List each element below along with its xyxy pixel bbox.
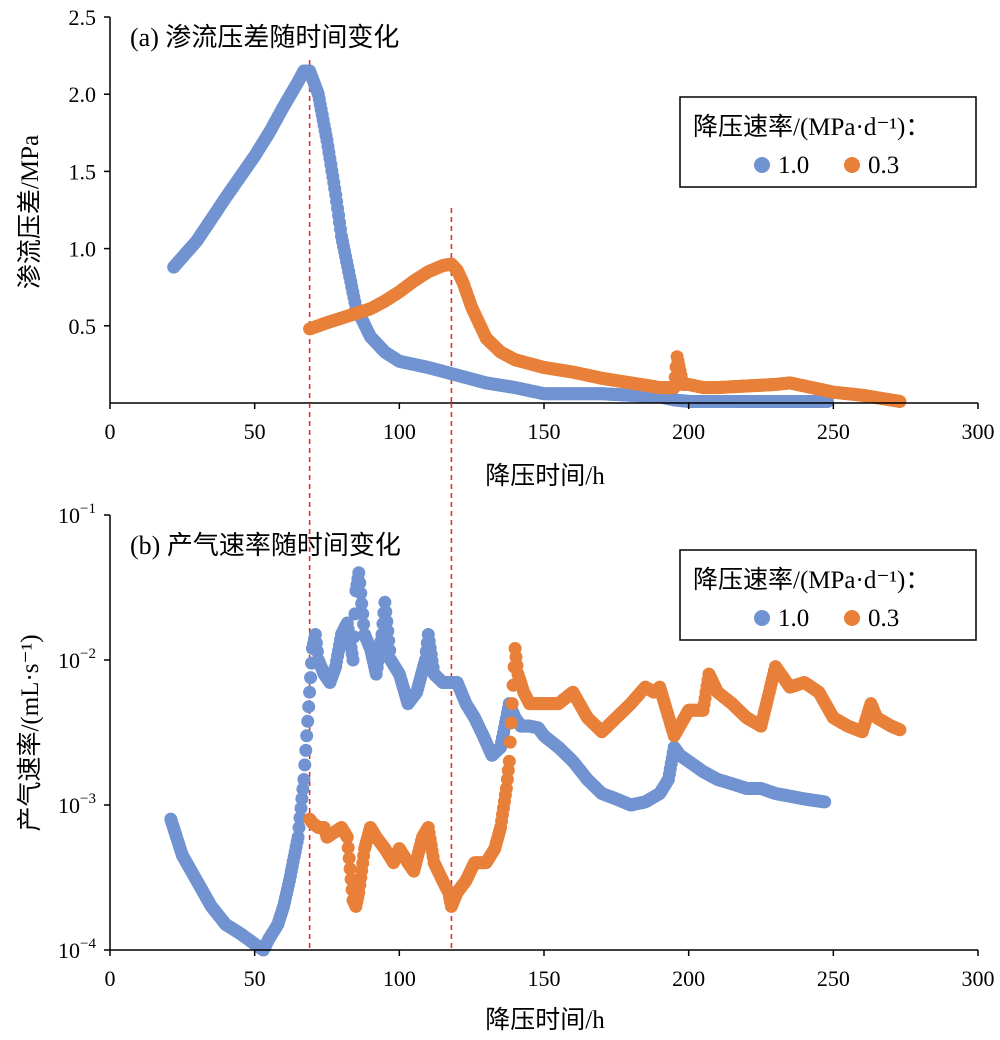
panel-a-legend-label-2: 0.3 <box>868 152 899 179</box>
panel-b-data-point <box>297 773 311 786</box>
panel-a-y-tick-label: 1.0 <box>69 237 97 262</box>
panel-b-legend-marker-2 <box>844 610 860 626</box>
panel-a-legend-title: 降压速率/(MPa·d⁻¹)： <box>693 113 930 141</box>
panel-a-y-tick-label: 2.5 <box>69 5 97 30</box>
panel-b-data-point <box>378 595 392 609</box>
panel-b-data-point <box>303 685 317 699</box>
panel-b-data-point <box>504 716 518 730</box>
panel-a-legend-label-1: 1.0 <box>778 152 809 179</box>
panel-b-x-tick-label: 250 <box>817 966 850 991</box>
panel-b: (b) 产气速率随时间变化 0 50 100 150 200 250 300 10−4 10−3… <box>16 403 995 1034</box>
panel-b-data-point <box>382 634 396 648</box>
panel-b-data-point <box>340 830 354 844</box>
panel-b-data-point <box>293 811 307 825</box>
panel-b-x-tick-label: 100 <box>383 966 416 991</box>
panel-b-data-point <box>347 630 361 644</box>
panel-a-title: (a) 渗流压差随时间变化 <box>130 23 399 52</box>
panel-b-data-point <box>505 697 519 711</box>
panel-b-data-point <box>302 700 316 714</box>
panel-b-y-tick-label: 10−1 <box>58 501 96 528</box>
panel-b-data-point <box>291 830 305 844</box>
panel-a-ticks: 0 50 100 150 200 250 300 0.5 1.0 1.5 2.0 2.5 <box>69 5 995 444</box>
panel-b-x-tick-label: 300 <box>962 966 995 991</box>
panel-a-x-tick-label: 100 <box>383 419 416 444</box>
panel-b-data-point <box>346 653 360 667</box>
panel-b-data-point <box>304 671 318 685</box>
panel-b-y-tick-label: 10−4 <box>58 936 96 963</box>
panel-a-y-tick-label: 1.5 <box>69 159 97 184</box>
panel-a-y-tick-label: 2.0 <box>69 82 97 107</box>
panel-b-y-tick-label: 10−2 <box>58 646 96 673</box>
panel-a-legend-marker-2 <box>844 157 860 173</box>
panel-a-x-tick-label: 200 <box>672 419 705 444</box>
panel-b-series-2 <box>303 642 907 913</box>
panel-a-legend: 降压速率/(MPa·d⁻¹)： 1.0 0.3 <box>679 96 977 188</box>
panel-a-plot-area <box>167 64 907 408</box>
panel-b-y-tick-label: 10−3 <box>58 791 96 818</box>
panel-b-ticks: 0 50 100 150 200 250 300 10−4 10−3 10−2 10−1 <box>58 501 994 991</box>
panel-a-y-tick-label: 0.5 <box>69 314 97 339</box>
panel-b-data-point <box>379 605 393 619</box>
panel-b-data-point <box>296 782 310 796</box>
panel-b-data-point <box>294 801 308 815</box>
panel-b-data-point <box>356 607 370 621</box>
panel-a-x-tick-label: 0 <box>105 419 116 444</box>
panel-b-data-point <box>292 821 306 835</box>
panel-b-legend-box <box>679 549 977 641</box>
panel-a-x-axis-title: 降压时间/h <box>485 462 605 490</box>
panel-b-x-tick-label: 0 <box>105 966 116 991</box>
panel-b-x-axis-title: 降压时间/h <box>485 1006 605 1034</box>
panel-a-x-tick-label: 300 <box>962 419 995 444</box>
panel-b-legend-title: 降压速率/(MPa·d⁻¹)： <box>693 566 930 594</box>
panel-a-legend-box <box>679 96 977 188</box>
panel-b-data-point <box>503 735 517 749</box>
panel-b-data-point <box>301 714 315 728</box>
panel-b-data-point <box>300 729 314 743</box>
panel-a-x-tick-label: 250 <box>817 419 850 444</box>
panel-b-data-point <box>383 643 397 657</box>
panel-b-x-tick-label: 50 <box>244 966 266 991</box>
panel-b-data-point <box>893 723 907 737</box>
panel-b-data-point <box>502 754 516 768</box>
panel-b-data-point <box>295 792 309 806</box>
panel-b-plot-area <box>164 566 907 957</box>
panel-b-legend-label-2: 0.3 <box>868 605 899 632</box>
panel-b-data-point <box>342 851 356 865</box>
panel-b-legend-marker-1 <box>754 610 770 626</box>
panel-a-y-axis-title: 渗流压差/MPa <box>16 135 44 289</box>
panel-b-data-point <box>354 586 368 600</box>
panel-b-x-tick-label: 200 <box>672 966 705 991</box>
panel-b-data-point <box>341 841 355 855</box>
panel-b-title: (b) 产气速率随时间变化 <box>130 531 401 560</box>
panel-a-series-2 <box>303 257 907 408</box>
panel-a-x-tick-label: 50 <box>244 419 266 444</box>
panel-b-legend: 降压速率/(MPa·d⁻¹)： 1.0 0.3 <box>679 549 977 641</box>
panel-a-legend-marker-1 <box>754 157 770 173</box>
panel-b-legend-label-1: 1.0 <box>778 605 809 632</box>
panel-b-series-1 <box>164 566 832 957</box>
panel-b-data-point <box>299 743 313 757</box>
panel-b-data-point <box>355 597 369 611</box>
panel-b-data-point <box>352 566 366 580</box>
panel-b-data-point <box>818 795 832 809</box>
panel-b-x-tick-label: 150 <box>528 966 561 991</box>
panel-b-data-point <box>353 576 367 590</box>
panel-a-x-tick-label: 150 <box>528 419 561 444</box>
panel-b-y-axis-title: 产气速率/(mL·s⁻¹) <box>16 634 44 831</box>
panel-a-series-1 <box>167 64 834 408</box>
panel-b-data-point <box>343 862 357 876</box>
panel-b-data-point <box>380 615 394 628</box>
panel-a: (a) 渗流压差随时间变化 0 50 100 150 200 250 300 0.5 1.0 1.… <box>16 5 995 490</box>
panel-b-data-point <box>298 758 312 772</box>
panel-b-data-point <box>381 624 395 638</box>
panel-a-data-point <box>893 395 907 408</box>
panel-b-data-point <box>357 617 371 631</box>
